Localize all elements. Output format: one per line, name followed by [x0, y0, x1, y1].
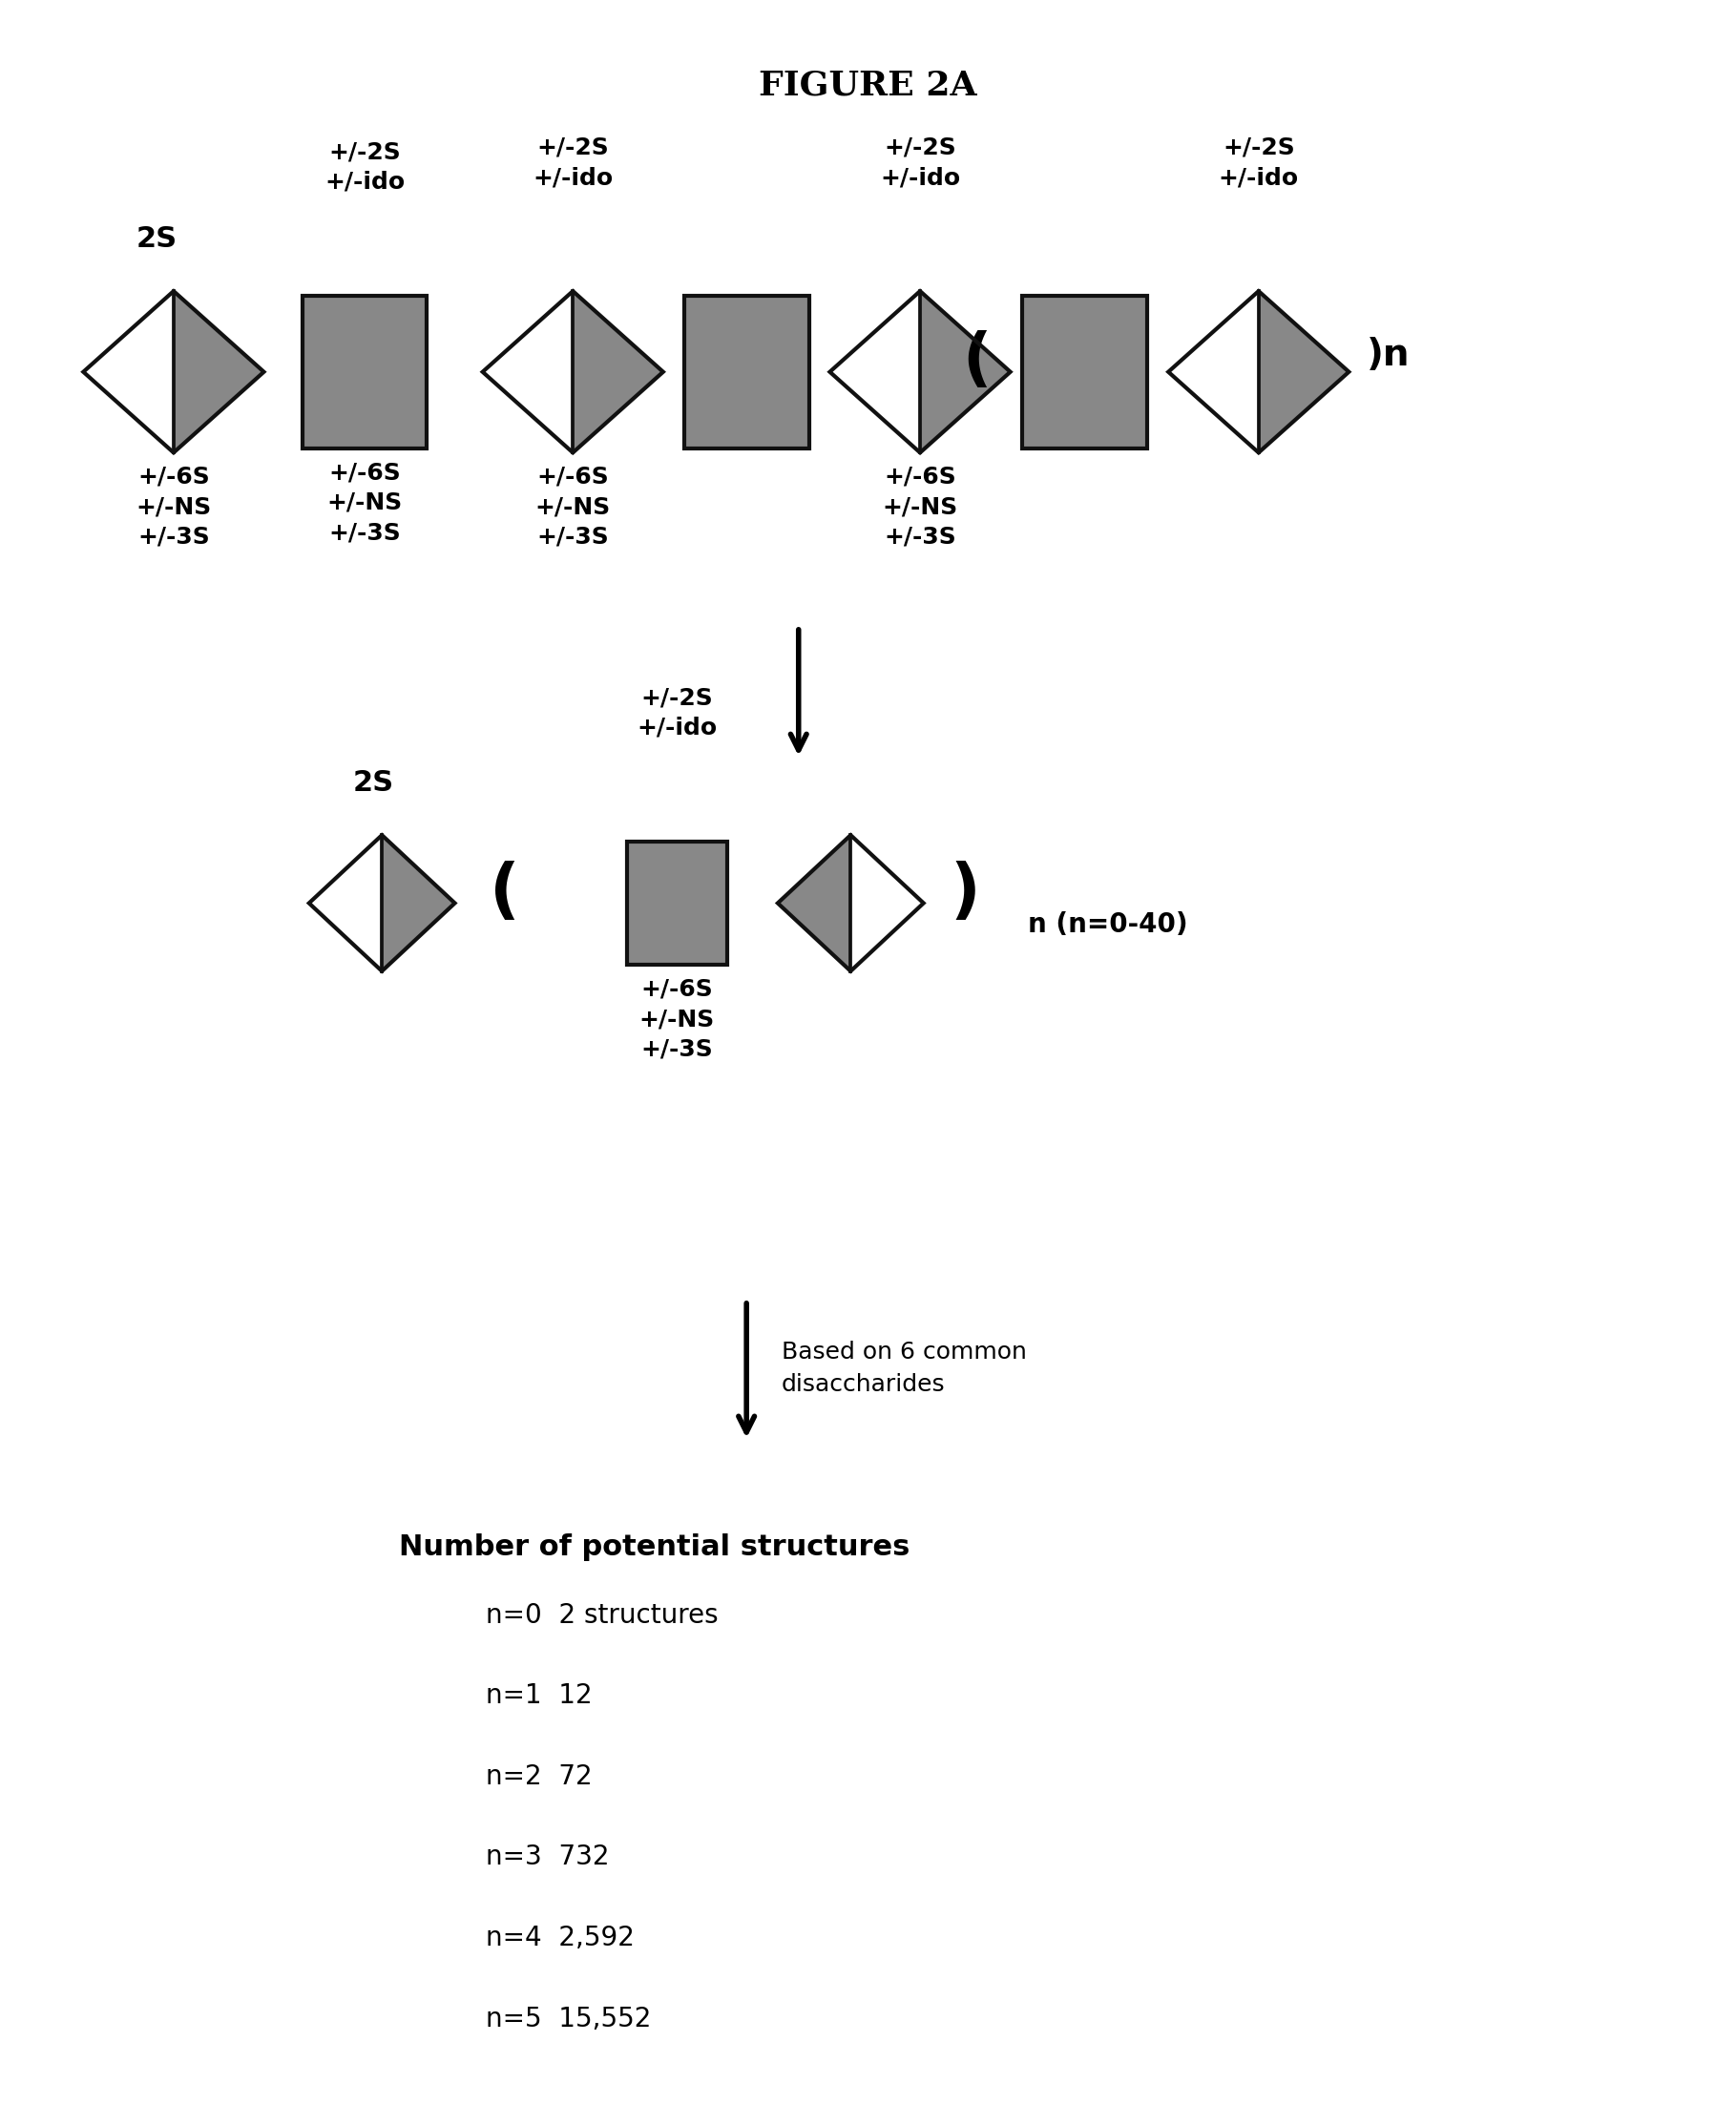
Polygon shape	[174, 291, 264, 453]
Text: n=2  72: n=2 72	[486, 1764, 592, 1789]
Polygon shape	[851, 835, 924, 971]
Text: +/-2S
+/-ido: +/-2S +/-ido	[637, 686, 717, 740]
Polygon shape	[573, 291, 663, 453]
Text: FIGURE 2A: FIGURE 2A	[759, 68, 977, 102]
Text: ): )	[950, 861, 979, 924]
Polygon shape	[920, 291, 1010, 453]
Polygon shape	[1168, 291, 1259, 453]
Text: 2S: 2S	[352, 769, 394, 797]
Text: Based on 6 common
disaccharides: Based on 6 common disaccharides	[781, 1341, 1026, 1396]
Text: n=4  2,592: n=4 2,592	[486, 1925, 635, 1951]
Polygon shape	[830, 291, 920, 453]
Text: 2S: 2S	[135, 225, 177, 253]
Text: n=0  2 structures: n=0 2 structures	[486, 1602, 719, 1628]
Polygon shape	[83, 291, 174, 453]
Text: n=3  732: n=3 732	[486, 1845, 609, 1870]
Text: +/-6S
+/-NS
+/-3S: +/-6S +/-NS +/-3S	[882, 465, 958, 548]
Text: Number of potential structures: Number of potential structures	[399, 1532, 910, 1562]
Text: +/-6S
+/-NS
+/-3S: +/-6S +/-NS +/-3S	[135, 465, 212, 548]
Text: +/-2S
+/-ido: +/-2S +/-ido	[533, 136, 613, 189]
Polygon shape	[483, 291, 573, 453]
Text: +/-2S
+/-ido: +/-2S +/-ido	[880, 136, 960, 189]
Polygon shape	[1259, 291, 1349, 453]
Bar	[1023, 295, 1147, 448]
Bar	[627, 842, 727, 965]
Bar	[684, 295, 809, 448]
Text: +/-2S
+/-ido: +/-2S +/-ido	[325, 140, 404, 193]
Polygon shape	[778, 835, 851, 971]
Polygon shape	[309, 835, 382, 971]
Text: n=5  15,552: n=5 15,552	[486, 2006, 651, 2032]
Text: (: (	[962, 329, 991, 393]
Polygon shape	[382, 835, 455, 971]
Text: (: (	[490, 861, 519, 924]
Text: n=1  12: n=1 12	[486, 1683, 592, 1708]
Text: +/-6S
+/-NS
+/-3S: +/-6S +/-NS +/-3S	[535, 465, 611, 548]
Text: +/-2S
+/-ido: +/-2S +/-ido	[1219, 136, 1299, 189]
Text: +/-6S
+/-NS
+/-3S: +/-6S +/-NS +/-3S	[326, 461, 403, 544]
Bar	[302, 295, 427, 448]
Text: +/-6S
+/-NS
+/-3S: +/-6S +/-NS +/-3S	[639, 978, 715, 1060]
Text: n (n=0-40): n (n=0-40)	[1028, 912, 1187, 937]
Text: )n: )n	[1366, 336, 1410, 374]
